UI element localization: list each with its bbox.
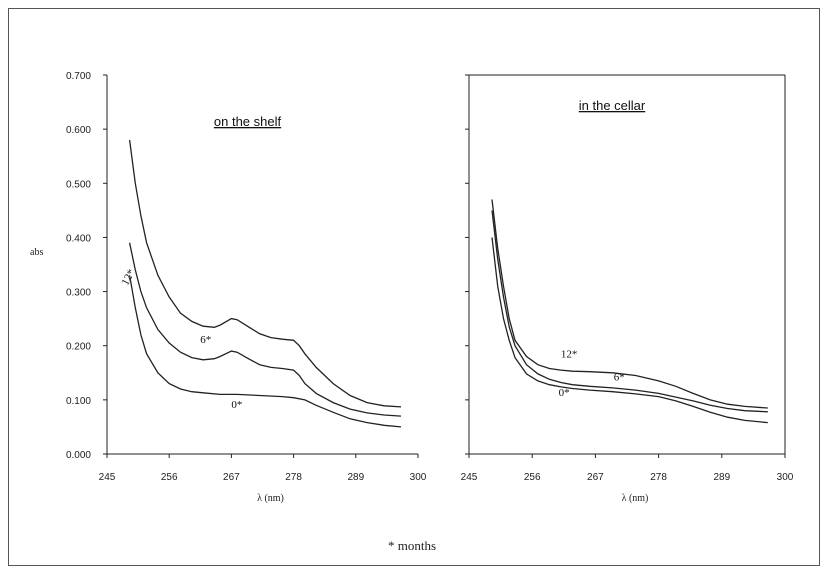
panel1-x-tick-label: 245: [99, 472, 116, 483]
panel2-title: in the cellar: [579, 98, 646, 113]
panel1-series-label: 6*: [200, 334, 211, 346]
panel2-series-0-months-line: [491, 237, 768, 424]
panel2-x-tick-label: 256: [524, 472, 541, 483]
panel2-x-tick-label: 278: [650, 472, 667, 483]
footnote-months: * months: [388, 538, 437, 553]
panel1-x-tick-label: 278: [285, 472, 302, 483]
panel2-x-axis-label: λ (nm): [622, 493, 649, 504]
panel2-x-tick-label: 289: [713, 472, 730, 483]
panel1-series-0-months-line: [128, 275, 402, 428]
panel1-x-axis-label: λ (nm): [257, 493, 284, 504]
panel2-series-12-months-line: [491, 199, 768, 409]
panel1-y-tick-label: 0.100: [66, 396, 91, 407]
panel1-x-tick-label: 300: [410, 472, 427, 483]
panel2-x-tick-label: 267: [587, 472, 604, 483]
panel1-x-tick-label: 267: [223, 472, 240, 483]
panel2-series-6-months-line: [491, 210, 768, 413]
panel1-x-tick-label: 289: [347, 472, 364, 483]
panel1-y-tick-label: 0.200: [66, 342, 91, 353]
figure-frame: [8, 8, 820, 566]
panel1-series-6-months-line: [128, 242, 402, 417]
panel1-y-tick-label: 0.600: [66, 125, 91, 136]
panel1-series-12-months-line: [128, 139, 402, 408]
panel1-series-label: 0*: [231, 399, 242, 411]
panel2-series-label: 6*: [614, 371, 625, 383]
panel2-x-tick-label: 300: [777, 472, 794, 483]
panel1-y-tick-label: 0.700: [66, 71, 91, 82]
panel2-series-label: 12*: [561, 349, 578, 361]
panel2-x-tick-label: 245: [461, 472, 478, 483]
panel1-y-axis-label: abs: [30, 247, 43, 258]
panel1-y-tick-label: 0.000: [66, 450, 91, 461]
panel1-y-tick-label: 0.300: [66, 288, 91, 299]
panel2-series-label: 0*: [559, 387, 570, 399]
panel1-title: on the shelf: [214, 114, 282, 129]
panel1-x-tick-label: 256: [161, 472, 178, 483]
panel1-y-tick-label: 0.400: [66, 233, 91, 244]
panel1-y-tick-label: 0.500: [66, 179, 91, 190]
